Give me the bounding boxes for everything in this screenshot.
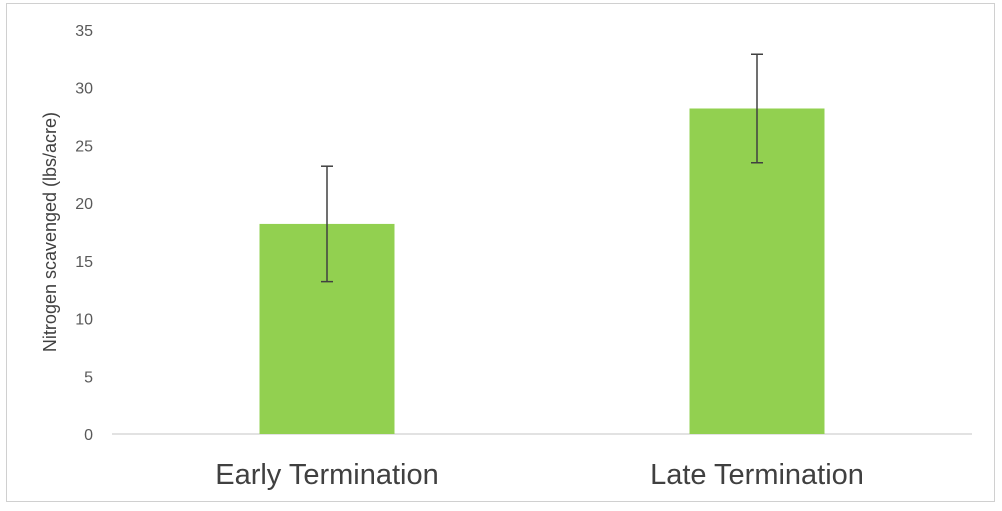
y-tick-label: 30 — [75, 81, 93, 98]
y-tick-label: 5 — [84, 369, 93, 386]
bars — [259, 108, 825, 435]
category-label: Early Termination — [215, 459, 439, 491]
y-tick-label: 0 — [84, 427, 93, 444]
error-bar — [321, 165, 333, 283]
error-bars — [321, 53, 763, 283]
category-label: Late Termination — [650, 459, 864, 491]
y-tick-label: 20 — [75, 196, 93, 213]
y-tick-label: 35 — [75, 23, 93, 40]
y-tick-label: 25 — [75, 138, 93, 155]
y-axis-ticks: 0 5 10 15 20 25 30 35 — [75, 23, 93, 444]
error-bar — [751, 53, 763, 164]
y-tick-label: 15 — [75, 254, 93, 271]
chart-frame — [6, 3, 995, 502]
x-axis-categories: Early Termination Late Termination — [215, 459, 864, 491]
y-axis-label: Nitrogen scavenged (lbs/acre) — [40, 112, 60, 352]
y-tick-label: 10 — [75, 312, 93, 329]
